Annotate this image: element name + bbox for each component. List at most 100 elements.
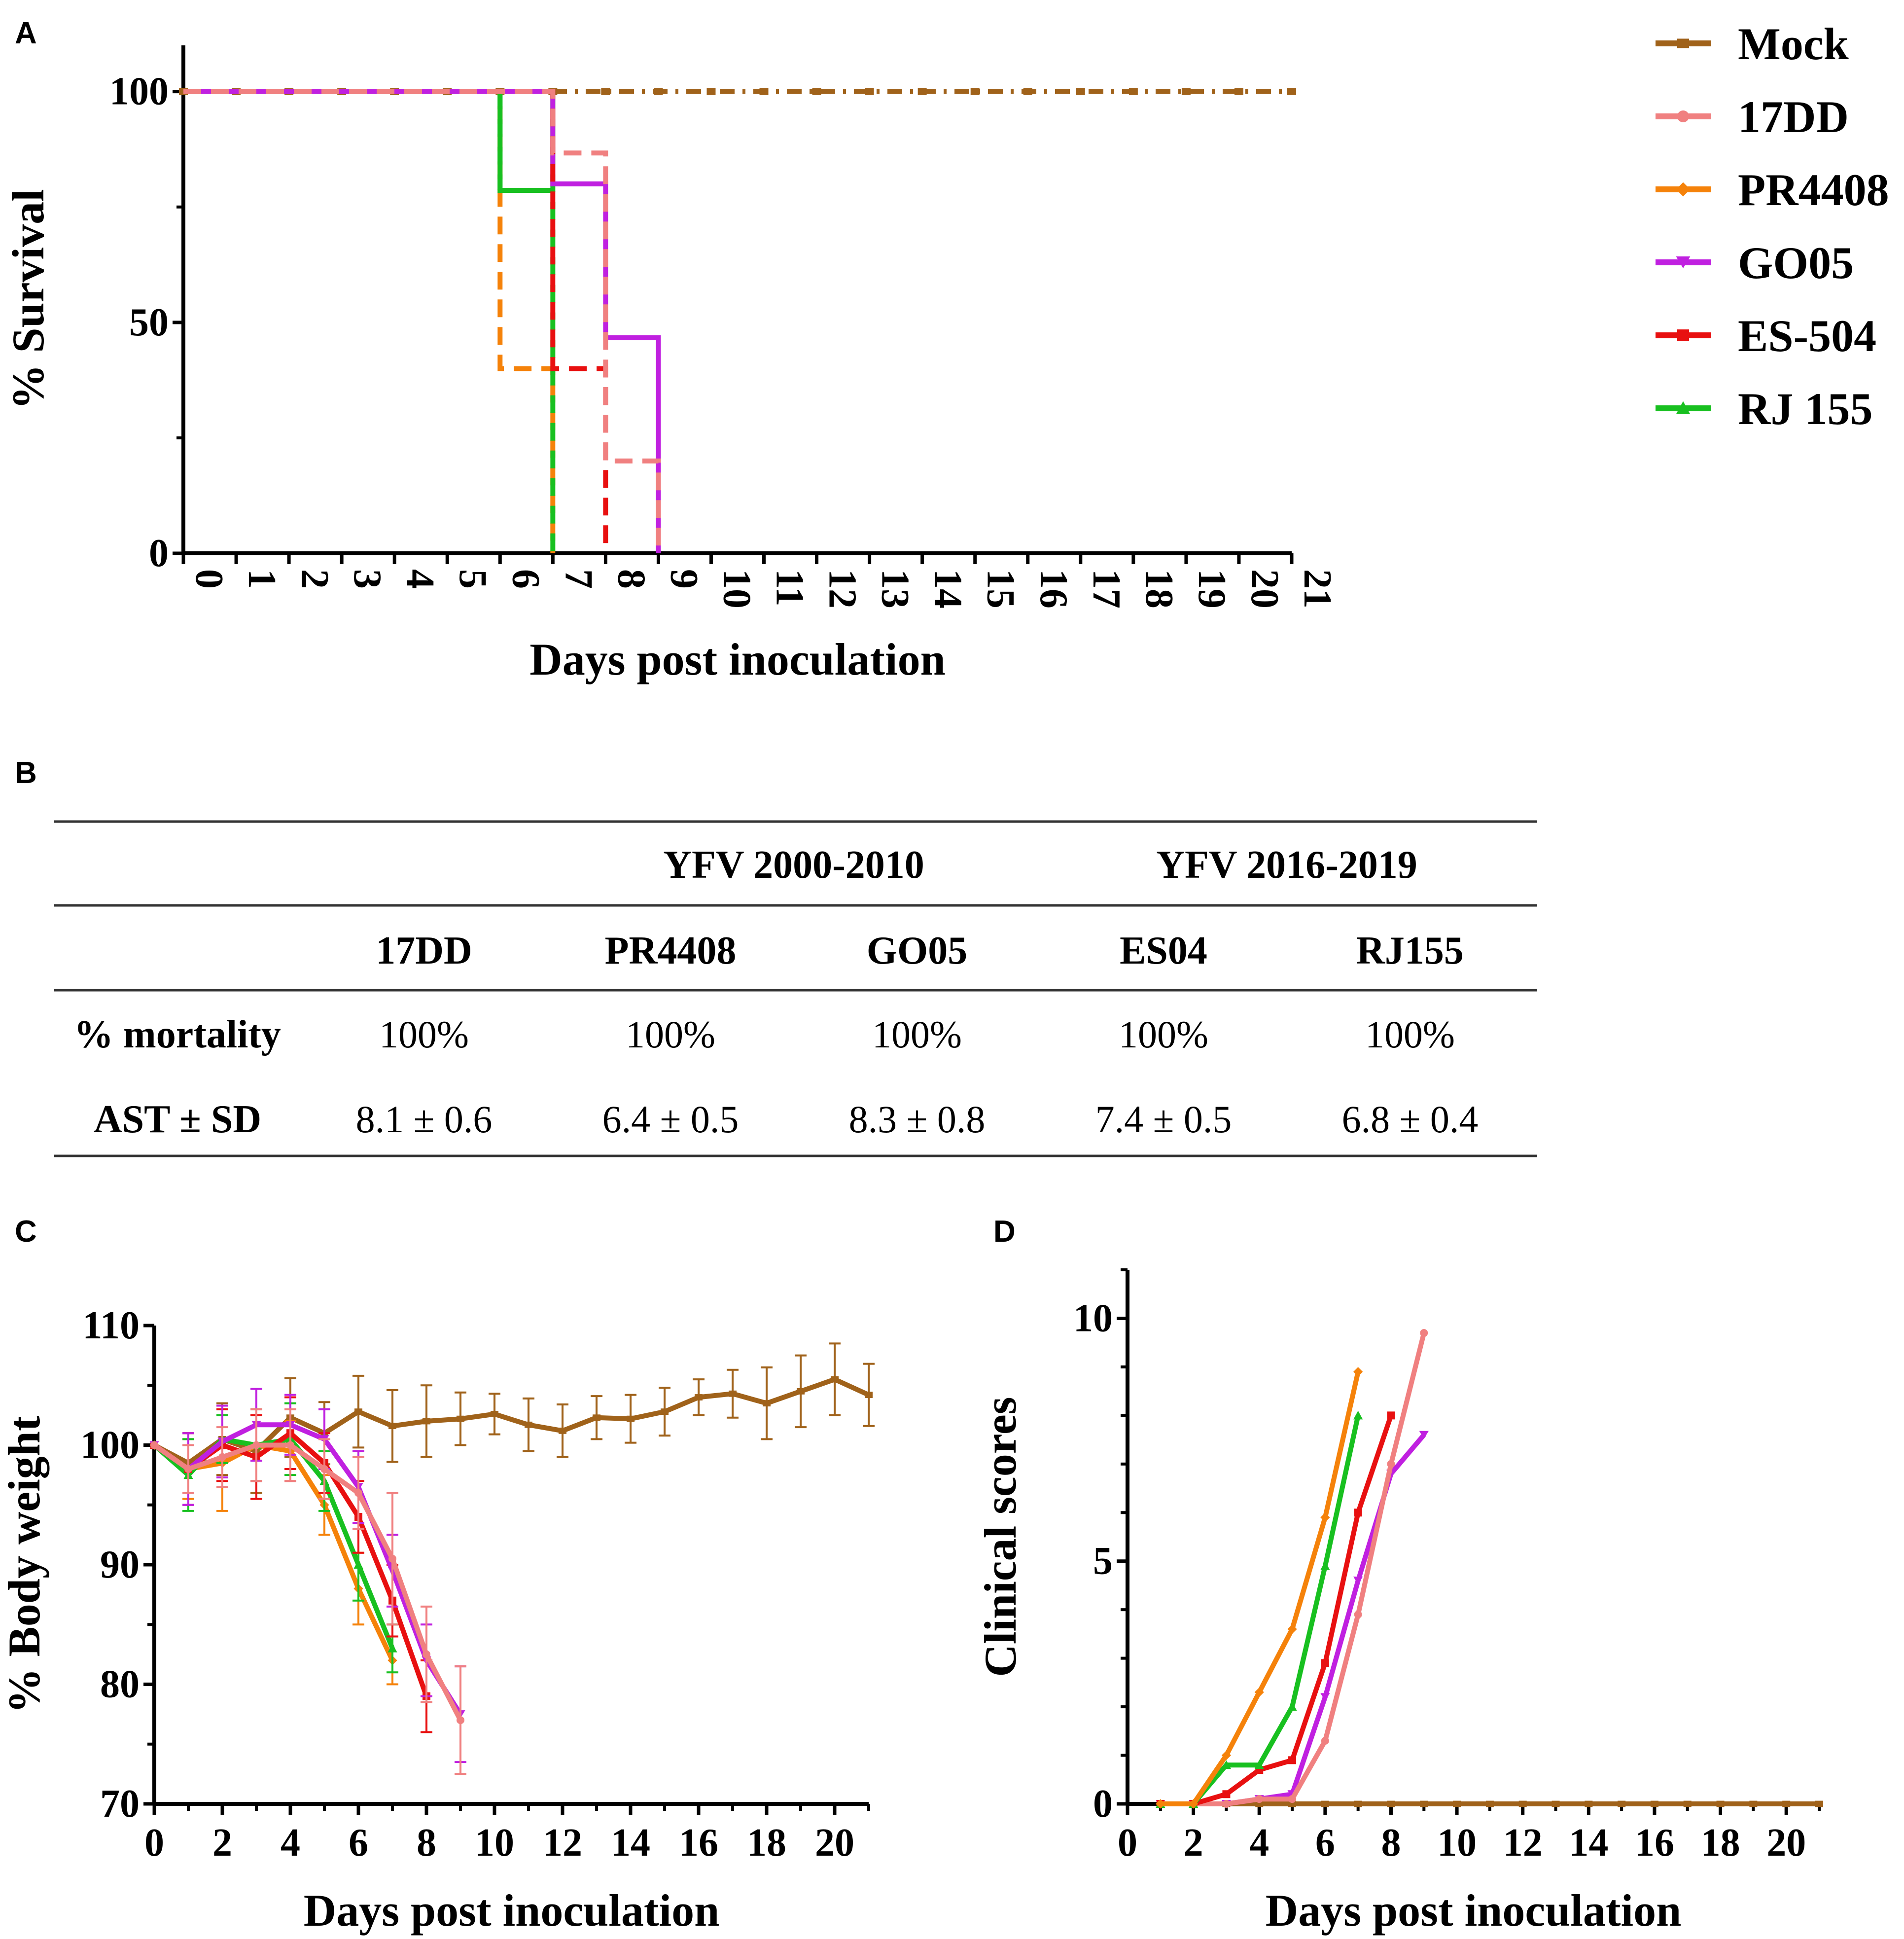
table-column-header: PR4408 bbox=[605, 929, 737, 972]
marker-pr4408 bbox=[1353, 1367, 1363, 1377]
marker-pr4408 bbox=[1156, 1799, 1165, 1809]
marker-go05 bbox=[1353, 1577, 1363, 1585]
table-row-label: % mortality bbox=[74, 1013, 281, 1056]
x-tick-label: 6 bbox=[504, 569, 547, 589]
marker-17dd bbox=[1255, 1795, 1264, 1803]
legend-label-pr4408: PR4408 bbox=[1738, 165, 1889, 215]
legend-label-17dd: 17DD bbox=[1738, 92, 1849, 142]
marker-mock bbox=[388, 1423, 396, 1430]
x-tick-label: 12 bbox=[1503, 1821, 1543, 1865]
marker-mock bbox=[1716, 1800, 1725, 1807]
x-tick-label: 12 bbox=[543, 1821, 582, 1865]
x-tick-label: 0 bbox=[187, 569, 231, 589]
x-tick-label: 20 bbox=[1243, 569, 1286, 609]
marker-go05 bbox=[1419, 1431, 1429, 1439]
x-tick-label: 14 bbox=[926, 569, 970, 609]
marker-mock bbox=[706, 88, 716, 95]
table-cell: 8.3 ± 0.8 bbox=[849, 1098, 986, 1141]
marker-17dd bbox=[1222, 1800, 1231, 1808]
marker-es-504 bbox=[1677, 329, 1689, 341]
x-tick-label: 11 bbox=[768, 569, 811, 607]
marker-17dd bbox=[1420, 1329, 1428, 1337]
series-line-rj-155 bbox=[183, 89, 553, 193]
x-tick-label: 18 bbox=[747, 1821, 786, 1865]
y-axis-title: % Survival bbox=[3, 189, 53, 409]
x-tick-label: 1 bbox=[240, 569, 283, 589]
x-tick-label: 2 bbox=[293, 569, 336, 589]
y-tick-label: 70 bbox=[100, 1782, 140, 1826]
y-tick-label: 50 bbox=[129, 301, 169, 344]
marker-mock bbox=[654, 88, 663, 95]
x-tick-label: 20 bbox=[815, 1821, 854, 1865]
marker-mock bbox=[457, 1415, 464, 1422]
marker-17dd bbox=[1677, 110, 1689, 122]
table-cell: 100% bbox=[626, 1013, 715, 1056]
marker-rj-155 bbox=[1353, 1410, 1363, 1420]
x-tick-label: 3 bbox=[346, 569, 389, 589]
x-tick-label: 16 bbox=[1635, 1821, 1674, 1865]
marker-mock bbox=[1128, 88, 1138, 95]
panel-letter-d: D bbox=[993, 1215, 1016, 1249]
marker-mock bbox=[695, 1394, 703, 1400]
marker-mock bbox=[1387, 1800, 1395, 1807]
marker-17dd bbox=[423, 1650, 430, 1658]
marker-rj-155 bbox=[1254, 1760, 1264, 1769]
marker-mock bbox=[759, 88, 769, 95]
x-tick-label: 16 bbox=[679, 1821, 718, 1865]
marker-es-504 bbox=[1222, 1790, 1231, 1798]
table-b: YFV 2000-2010 YFV 2016-2019 17DD PR4408 GO05… bbox=[54, 820, 1537, 1157]
marker-mock bbox=[812, 88, 821, 95]
x-tick-label: 10 bbox=[715, 569, 758, 609]
series-line-go05 bbox=[183, 89, 661, 553]
table-cell: 6.8 ± 0.4 bbox=[1342, 1098, 1479, 1141]
series-line-pr4408 bbox=[183, 89, 556, 553]
legend-label-mock: Mock bbox=[1738, 19, 1849, 69]
marker-rj-155 bbox=[353, 1560, 363, 1569]
marker-es-504 bbox=[1321, 1659, 1329, 1667]
x-tick-label: 18 bbox=[1137, 569, 1181, 609]
marker-mock bbox=[627, 1415, 635, 1422]
y-tick-label: 80 bbox=[100, 1663, 140, 1706]
y-tick-label: 110 bbox=[82, 1304, 140, 1347]
x-tick-label: 13 bbox=[874, 569, 917, 609]
marker-mock bbox=[525, 1421, 532, 1428]
marker-mock bbox=[1518, 1800, 1527, 1807]
table-cell: 100% bbox=[872, 1013, 962, 1056]
x-tick-label: 2 bbox=[212, 1821, 232, 1865]
x-tick-label: 12 bbox=[821, 569, 864, 609]
chart-d-clinical-scores: 0 5 10 0 2 4 6 8 10 12 14 16 18 20 Days post inoculati… bbox=[975, 1268, 1823, 1936]
x-tick-label: 19 bbox=[1190, 569, 1234, 609]
marker-mock bbox=[1782, 1800, 1791, 1807]
marker-mock bbox=[797, 1388, 805, 1395]
x-tick-label: 8 bbox=[417, 1821, 436, 1865]
y-tick-label: 5 bbox=[1093, 1540, 1113, 1583]
series-line-17dd bbox=[153, 1442, 463, 1722]
x-tick-label: 4 bbox=[281, 1821, 300, 1865]
marker-mock bbox=[1485, 1800, 1494, 1807]
marker-es-504 bbox=[1288, 1756, 1297, 1764]
y-tick-label: 0 bbox=[149, 532, 169, 575]
marker-mock bbox=[1420, 1800, 1428, 1807]
marker-mock bbox=[970, 88, 980, 95]
marker-pr4408 bbox=[1320, 1512, 1330, 1522]
marker-mock bbox=[1650, 1800, 1658, 1807]
table-column-header: 17DD bbox=[376, 929, 472, 972]
x-tick-label: 16 bbox=[1032, 569, 1075, 609]
marker-mock bbox=[1321, 1800, 1329, 1807]
x-tick-label: 8 bbox=[1381, 1821, 1401, 1865]
x-tick-label: 6 bbox=[1315, 1821, 1335, 1865]
y-tick-label: 10 bbox=[1073, 1296, 1113, 1340]
marker-mock bbox=[1618, 1800, 1626, 1807]
table-column-header: ES04 bbox=[1120, 929, 1207, 972]
x-tick-label: 0 bbox=[1118, 1821, 1137, 1865]
marker-mock bbox=[1453, 1800, 1461, 1807]
marker-pr4408 bbox=[1189, 1799, 1199, 1809]
table-cell: 100% bbox=[1119, 1013, 1208, 1056]
x-tick-label: 18 bbox=[1701, 1821, 1740, 1865]
marker-mock bbox=[1354, 1800, 1362, 1807]
marker-mock bbox=[865, 1392, 873, 1399]
marker-pr4408 bbox=[1287, 1624, 1297, 1634]
table-cell: 100% bbox=[1365, 1013, 1455, 1056]
panel-letter-c: C bbox=[15, 1215, 37, 1249]
